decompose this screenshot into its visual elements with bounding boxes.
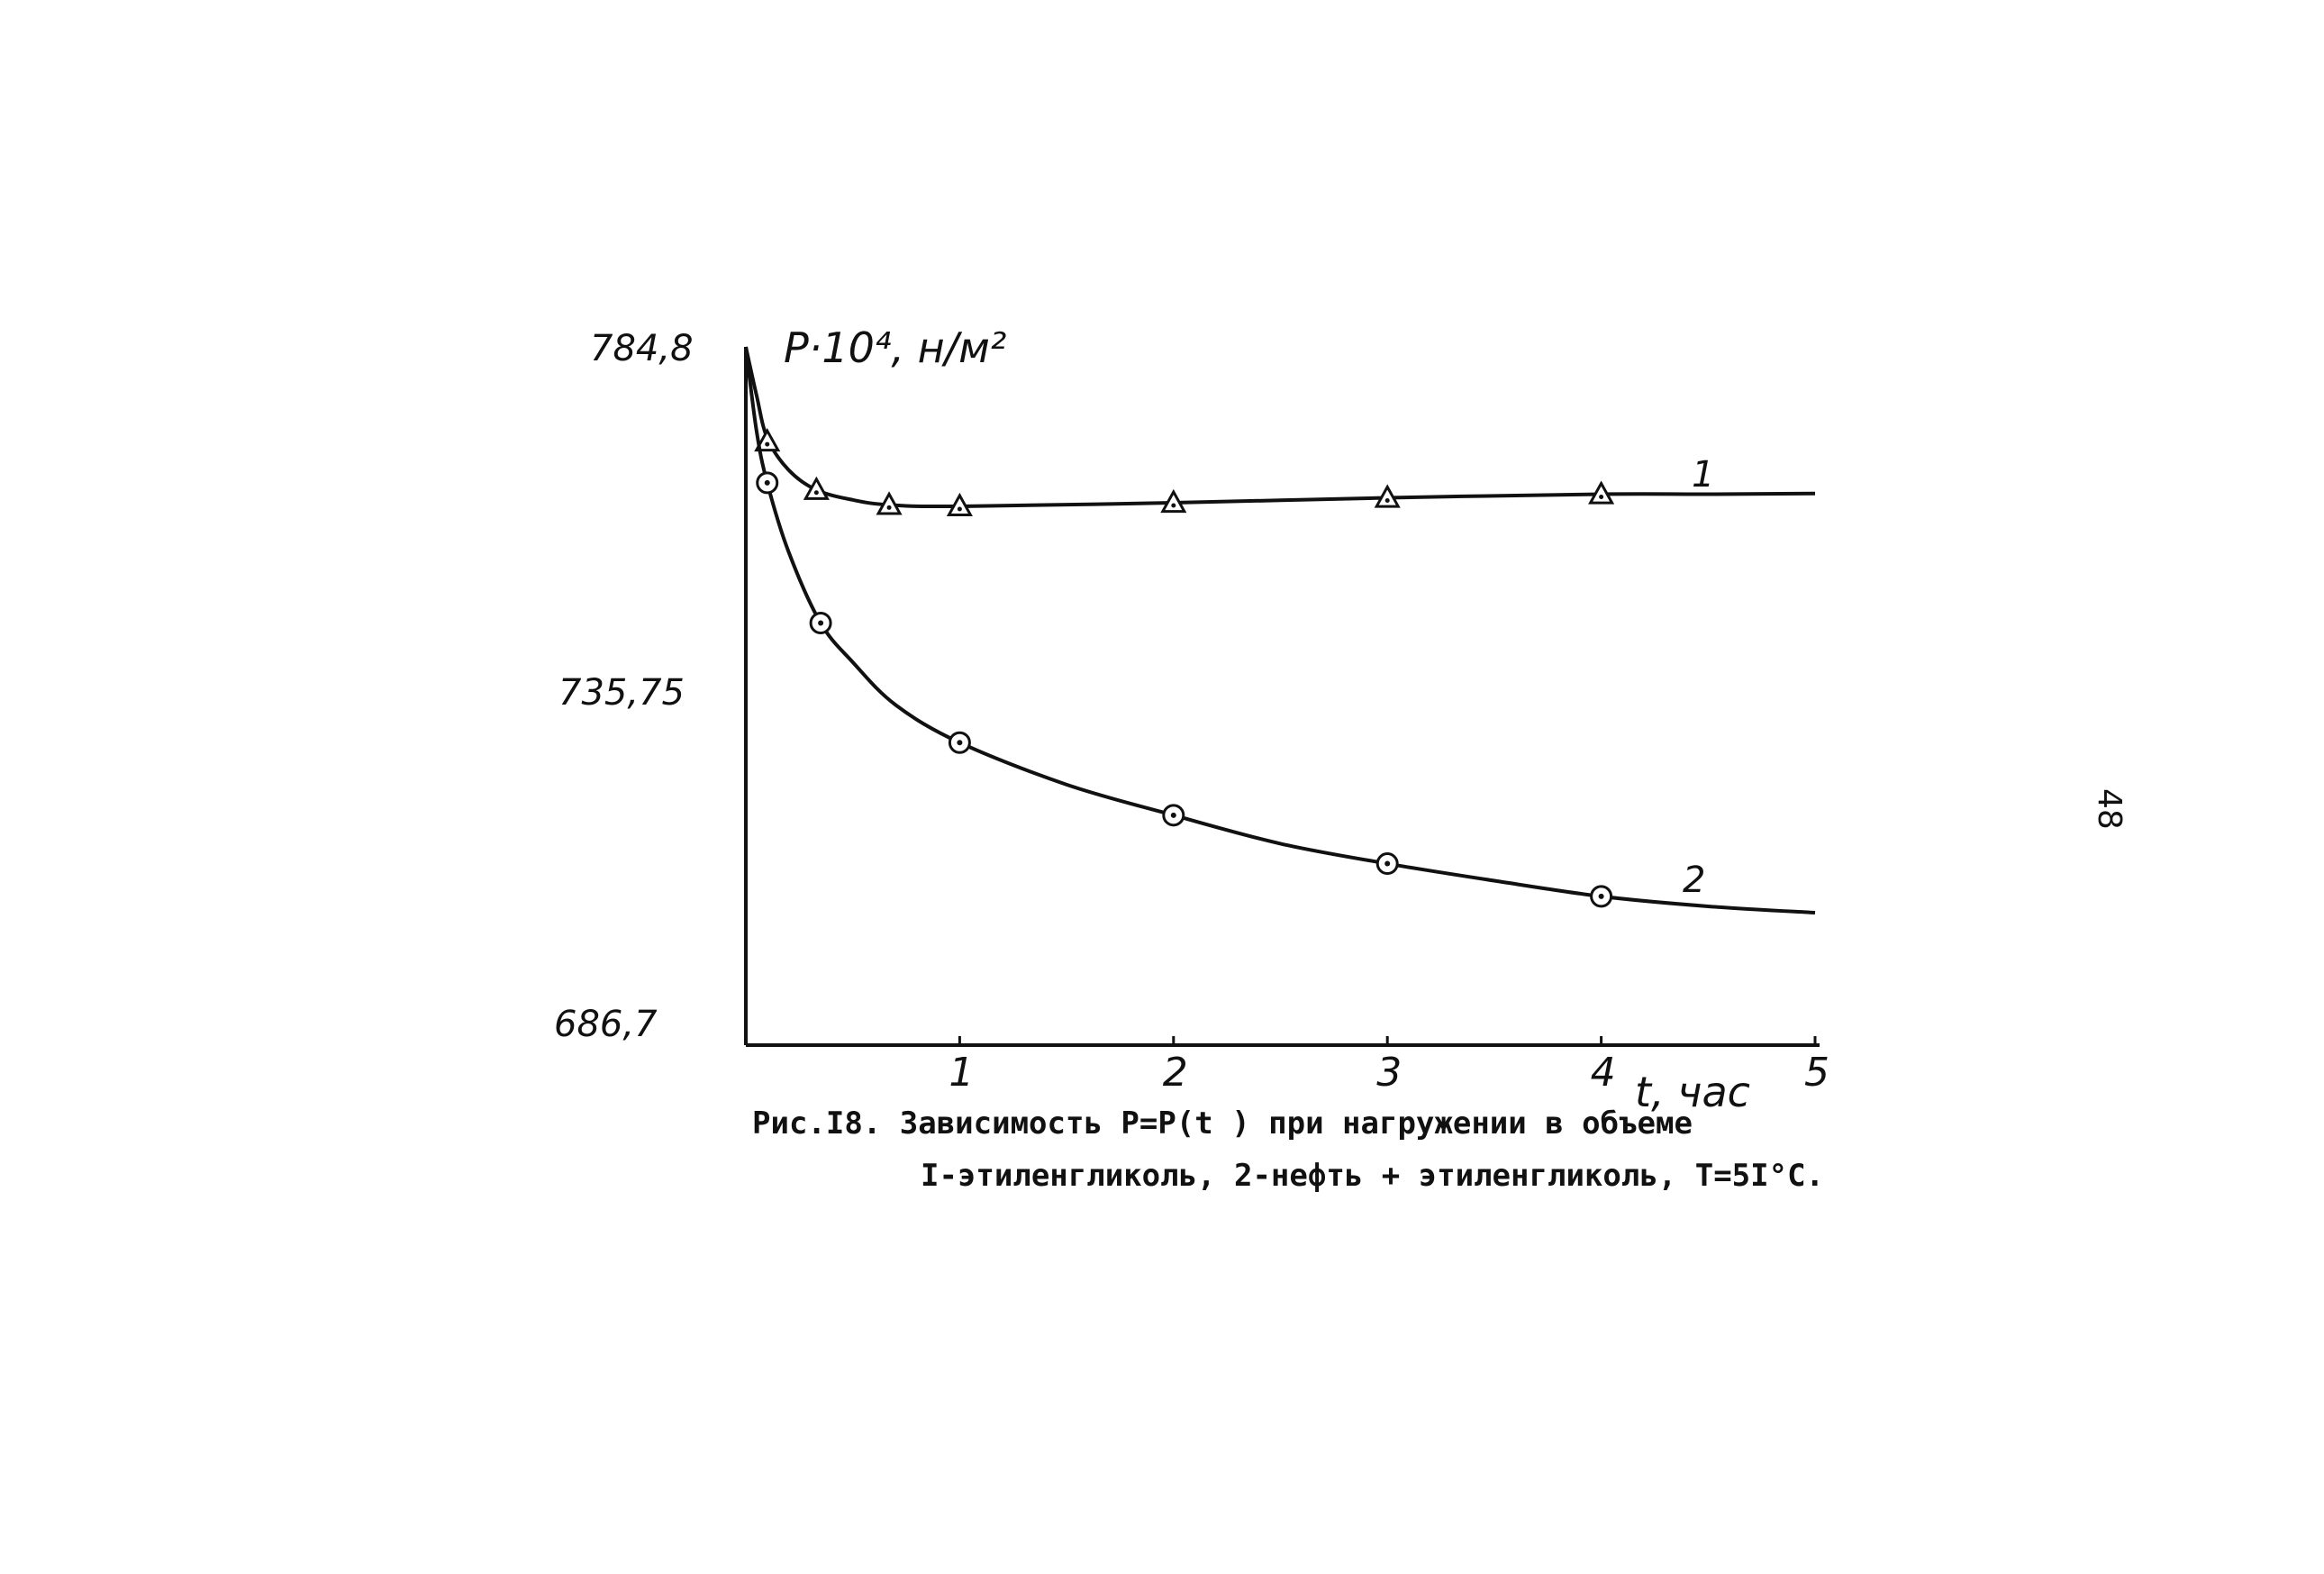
y-tick-label-top: 784,8: [590, 328, 694, 369]
page-number: 48: [2091, 788, 2128, 830]
caption-line-2: I-этиленгликоль, 2-нефть + этиленгликоль…: [921, 1158, 1824, 1194]
curve-label-2: 2: [1683, 860, 1705, 901]
series-2-point-2: [809, 612, 832, 635]
series-1-point-4: [946, 492, 973, 517]
series-1-point-5: [1160, 488, 1187, 514]
y-axis-label: P·10⁴, н/м²: [784, 323, 1006, 372]
x-tick-label-4: 4: [1591, 1050, 1616, 1096]
series-2-point-3: [948, 731, 971, 754]
x-tick-label-1: 1: [949, 1050, 974, 1096]
curve-label-1: 1: [1692, 454, 1714, 496]
series-2-point-4: [1162, 804, 1185, 827]
y-tick-label-mid: 735,75: [558, 672, 685, 714]
x-tick-label-3: 3: [1376, 1050, 1402, 1096]
x-tick-label-5: 5: [1804, 1050, 1829, 1096]
series-1-point-3: [876, 491, 903, 515]
x-axis-label: t, час: [1635, 1068, 1750, 1116]
series-2-point-1: [756, 471, 779, 495]
series-1-point-2: [803, 476, 830, 500]
series-2-point-6: [1590, 885, 1613, 908]
caption-line-1: Рис.I8. Зависимость P=P(t ) при нагружен…: [752, 1105, 1693, 1142]
series-2-point-5: [1375, 852, 1399, 876]
x-tick-label-2: 2: [1163, 1050, 1188, 1096]
series-1-point-7: [1588, 480, 1615, 505]
series-layer: [744, 346, 1816, 915]
y-tick-label-bottom: 686,7: [554, 1004, 658, 1045]
series-1-point-1: [754, 427, 781, 452]
series-1-point-6: [1374, 484, 1401, 508]
series-line-2: [744, 346, 1816, 915]
